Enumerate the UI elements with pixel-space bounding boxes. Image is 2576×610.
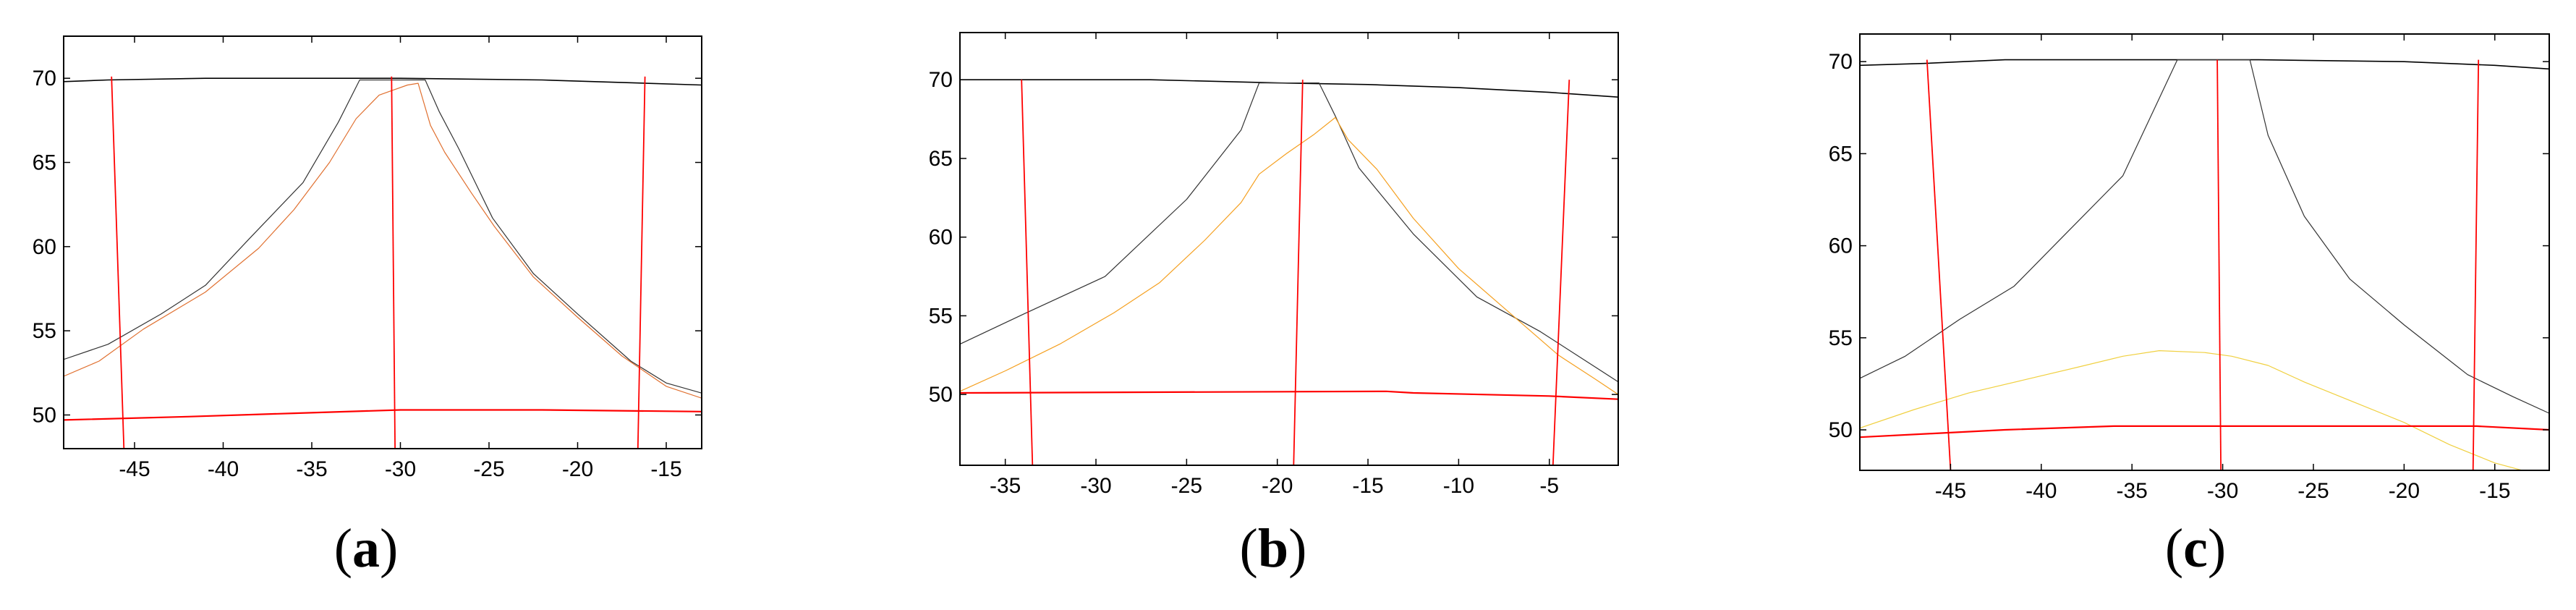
plot-area-b — [960, 79, 1618, 465]
series-line-c-0 — [1860, 59, 2549, 70]
series-line-c-5 — [2216, 59, 2222, 470]
y-tick-label-c-4: 70 — [1829, 50, 1853, 74]
series-line-a-1 — [64, 79, 702, 394]
y-tick-label-c-1: 55 — [1829, 326, 1853, 350]
x-tick-label-b-0: -35 — [990, 474, 1021, 498]
x-tick-label-b-3: -20 — [1262, 474, 1293, 498]
caption-letter-c: c — [2183, 518, 2208, 579]
plot-frame-b — [959, 32, 1619, 466]
series-line-b-3 — [960, 390, 1618, 400]
y-tick-label-b-0: 50 — [929, 383, 953, 407]
y-tick-label-c-0: 50 — [1829, 418, 1853, 442]
x-tick-label-c-6: -15 — [2479, 479, 2510, 503]
series-line-a-0 — [64, 77, 702, 86]
x-tick-label-c-0: -45 — [1935, 479, 1966, 503]
series-line-b-5 — [1293, 80, 1304, 465]
plot-frame-c — [1859, 33, 2550, 471]
x-tick-label-a-0: -45 — [119, 457, 150, 481]
x-tick-label-a-4: -25 — [473, 457, 504, 481]
x-tick-label-c-3: -30 — [2207, 479, 2238, 503]
y-tick-label-b-3: 65 — [929, 147, 953, 171]
chart-b: -35 -30 -25 -20 -15 -10 -5 50 55 60 65 70 — [929, 32, 1619, 498]
caption-letter-a: a — [352, 518, 380, 579]
y-tick-label-a-0: 50 — [33, 403, 56, 427]
series-line-b-1 — [960, 82, 1618, 383]
x-tick-label-a-3: -30 — [385, 457, 416, 481]
series-line-a-6 — [637, 76, 646, 449]
series-line-b-6 — [1552, 80, 1570, 465]
y-tick-label-a-2: 60 — [33, 235, 56, 259]
series-line-a-4 — [111, 76, 125, 449]
x-tick-label-c-2: -35 — [2117, 479, 2148, 503]
x-tick-label-c-5: -20 — [2389, 479, 2420, 503]
x-tick-label-b-2: -25 — [1171, 474, 1202, 498]
panel-a: -45 -40 -35 -30 -25 -20 -15 50 55 60 65 70 (a) — [0, 0, 859, 610]
x-tick-label-b-5: -10 — [1443, 474, 1474, 498]
x-tick-label-a-2: -35 — [296, 457, 327, 481]
x-tick-label-a-6: -15 — [650, 457, 681, 481]
y-tick-label-b-1: 55 — [929, 304, 953, 328]
series-line-a-2 — [64, 82, 702, 399]
y-tick-label-c-3: 65 — [1829, 142, 1853, 166]
x-tick-label-b-1: -30 — [1080, 474, 1111, 498]
y-tick-label-a-3: 65 — [33, 151, 56, 174]
caption-letter-b: b — [1257, 518, 1289, 579]
y-tick-label-b-2: 60 — [929, 226, 953, 250]
chart-c: -45 -40 -35 -30 -25 -20 -15 50 55 60 65 70 — [1829, 33, 2550, 503]
series-line-c-6 — [2472, 59, 2480, 470]
x-tick-label-b-6: -5 — [1539, 474, 1559, 498]
series-line-c-2 — [1860, 350, 2522, 470]
plot-frame-a — [63, 35, 702, 449]
y-tick-label-c-2: 60 — [1829, 234, 1853, 258]
series-line-b-0 — [960, 79, 1618, 98]
caption-b: (b) — [1239, 518, 1307, 579]
series-line-c-1 — [1860, 59, 2549, 414]
y-tick-label-b-4: 70 — [929, 68, 953, 92]
panel-b: -35 -30 -25 -20 -15 -10 -5 50 55 60 65 70 (b) — [859, 0, 1717, 610]
y-tick-label-a-4: 70 — [33, 67, 56, 90]
caption-a: (a) — [333, 518, 399, 579]
series-line-c-3 — [1860, 425, 2549, 439]
x-tick-label-c-4: -25 — [2297, 479, 2329, 503]
series-line-c-4 — [1926, 59, 1952, 470]
x-tick-label-a-5: -20 — [562, 457, 593, 481]
x-tick-label-c-1: -40 — [2025, 479, 2057, 503]
series-line-b-4 — [1021, 80, 1034, 465]
plot-area-a — [64, 76, 702, 449]
caption-c: (c) — [2164, 518, 2227, 579]
chart-a: -45 -40 -35 -30 -25 -20 -15 50 55 60 65 70 — [33, 35, 702, 481]
series-line-b-2 — [960, 117, 1618, 395]
plot-area-c — [1860, 59, 2549, 470]
x-tick-label-b-4: -15 — [1352, 474, 1383, 498]
series-line-a-3 — [64, 409, 702, 421]
y-tick-label-a-1: 55 — [33, 319, 56, 343]
panel-c: -45 -40 -35 -30 -25 -20 -15 50 55 60 65 70 (c) — [1717, 0, 2576, 610]
series-line-a-5 — [391, 76, 396, 449]
x-tick-label-a-1: -40 — [208, 457, 239, 481]
